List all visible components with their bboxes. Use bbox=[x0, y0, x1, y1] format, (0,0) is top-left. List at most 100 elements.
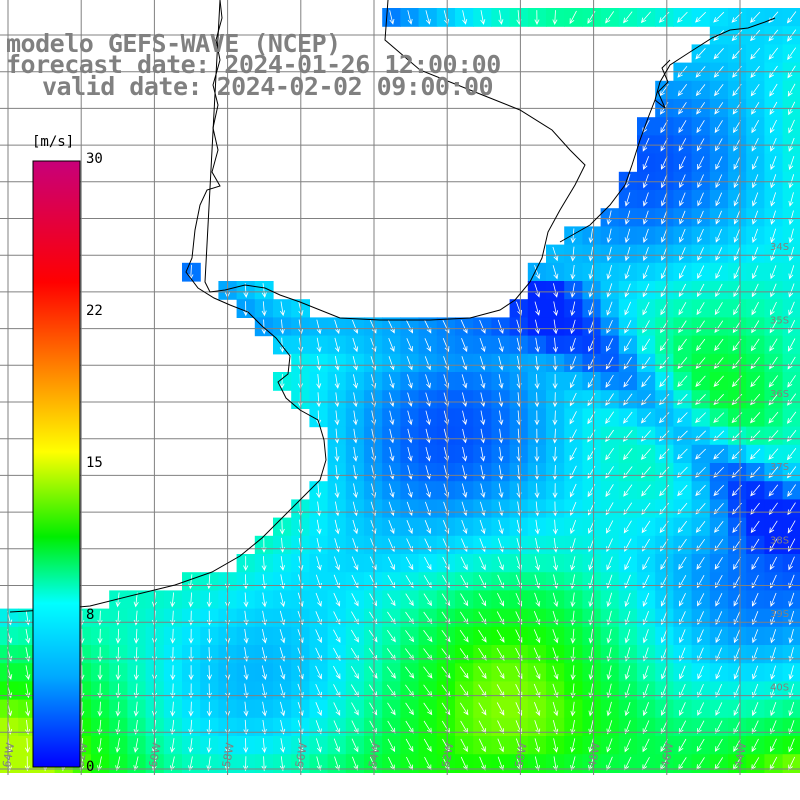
wind-arrow bbox=[658, 393, 670, 406]
wind-arrow bbox=[333, 647, 341, 662]
wind-arrow bbox=[261, 319, 267, 335]
wind-speed-cell bbox=[673, 372, 693, 391]
wind-arrow bbox=[770, 137, 777, 152]
wind-speed-cell bbox=[709, 408, 729, 428]
wind-arrow bbox=[407, 10, 413, 25]
wind-speed-cell bbox=[582, 426, 602, 446]
wind-arrow bbox=[243, 556, 249, 572]
wind-arrow bbox=[352, 446, 358, 462]
wind-arrow bbox=[552, 392, 558, 408]
wind-speed-cell bbox=[709, 117, 729, 136]
wind-speed-cell bbox=[746, 499, 765, 519]
wind-speed-cell bbox=[746, 390, 765, 409]
wind-arrow bbox=[462, 410, 468, 426]
wind-arrow bbox=[461, 519, 468, 535]
wind-speed-cell bbox=[709, 153, 729, 173]
wind-arrow bbox=[553, 738, 559, 753]
wind-arrow bbox=[387, 593, 396, 607]
wind-arrow bbox=[170, 738, 175, 753]
wind-speed-cell bbox=[673, 499, 693, 519]
longitude-label: 48W bbox=[586, 742, 603, 769]
wind-arrow bbox=[334, 428, 340, 444]
wind-arrow bbox=[478, 702, 487, 716]
wind-arrow bbox=[695, 375, 706, 387]
wind-arrow bbox=[751, 283, 759, 298]
wind-arrow bbox=[661, 192, 668, 207]
wind-arrow bbox=[442, 738, 450, 753]
wind-speed-cell bbox=[764, 317, 784, 337]
wind-arrow bbox=[606, 592, 613, 608]
wind-arrow bbox=[695, 338, 706, 352]
wind-arrow bbox=[588, 283, 594, 298]
wind-arrow bbox=[714, 120, 723, 134]
wind-arrow bbox=[280, 720, 286, 735]
wind-arrow bbox=[404, 648, 415, 661]
wind-arrow bbox=[206, 592, 212, 608]
wind-arrow bbox=[642, 137, 650, 152]
colorbar-tick-label: 30 bbox=[86, 151, 103, 167]
wind-arrow bbox=[333, 720, 341, 735]
wind-arrow bbox=[569, 447, 577, 461]
wind-arrow bbox=[496, 647, 505, 661]
wind-arrow bbox=[350, 666, 359, 680]
wind-arrow bbox=[624, 665, 631, 680]
wind-arrow bbox=[642, 156, 650, 171]
wind-arrow bbox=[279, 556, 285, 571]
latitude-labels: 34S 35S 36S 37S 38S 39S 40S bbox=[770, 242, 789, 693]
wind-speed-cell bbox=[746, 481, 765, 500]
wind-arrow bbox=[696, 738, 705, 752]
wind-arrow bbox=[623, 520, 632, 534]
wind-arrow bbox=[751, 138, 759, 152]
wind-arrow bbox=[552, 355, 558, 371]
wind-arrow bbox=[552, 465, 558, 481]
wind-speed-cell bbox=[709, 426, 729, 446]
coastline-estuary bbox=[204, 0, 586, 321]
wind-speed-cell bbox=[709, 299, 729, 318]
wind-speed-cell bbox=[746, 554, 765, 573]
wind-speed-cell bbox=[600, 335, 620, 355]
wind-speed-cell bbox=[709, 717, 729, 737]
wind-arrow bbox=[569, 374, 577, 389]
wind-speed-cell bbox=[673, 736, 693, 755]
wind-arrow bbox=[350, 647, 360, 661]
latitude-label: 37S bbox=[770, 462, 789, 473]
wind-arrow bbox=[170, 665, 176, 681]
wind-speed-cell bbox=[637, 335, 656, 355]
wind-speed-cell bbox=[637, 8, 656, 27]
wind-arrow bbox=[170, 592, 176, 608]
wind-speed-cell bbox=[746, 44, 765, 64]
wind-arrow bbox=[478, 647, 487, 661]
wind-arrow bbox=[280, 701, 286, 717]
wind-speed-cell bbox=[618, 444, 638, 464]
wind-arrow bbox=[497, 756, 504, 771]
colorbar-tick-label: 22 bbox=[86, 303, 103, 319]
wind-arrow bbox=[697, 593, 705, 607]
wind-arrow bbox=[423, 666, 433, 679]
wind-arrow bbox=[407, 410, 413, 426]
wind-arrow bbox=[316, 738, 322, 753]
wind-arrow bbox=[770, 701, 777, 717]
wind-arrow bbox=[697, 247, 704, 261]
wind-arrow bbox=[461, 483, 468, 498]
wind-speed-cell bbox=[618, 754, 638, 773]
wind-arrow bbox=[315, 647, 322, 662]
wind-speed-cell bbox=[746, 80, 765, 100]
lat-lon-grid bbox=[0, 0, 800, 775]
wind-arrow bbox=[552, 337, 558, 353]
wind-speed-cell bbox=[618, 499, 638, 519]
wind-arrow bbox=[606, 338, 614, 352]
wind-arrow bbox=[369, 756, 377, 771]
wind-arrow bbox=[206, 628, 212, 644]
wind-arrow bbox=[768, 484, 779, 497]
wind-arrow bbox=[388, 356, 395, 371]
wind-arrow bbox=[588, 756, 595, 771]
wind-arrow bbox=[569, 10, 577, 25]
wind-arrow bbox=[642, 283, 650, 298]
wind-arrow bbox=[749, 11, 761, 23]
wind-arrow bbox=[679, 247, 686, 261]
longitude-label: 44W bbox=[732, 742, 749, 769]
wind-arrow bbox=[715, 702, 723, 716]
wind-arrow bbox=[623, 375, 633, 388]
wind-arrow bbox=[498, 392, 504, 408]
wind-arrow bbox=[697, 702, 705, 716]
